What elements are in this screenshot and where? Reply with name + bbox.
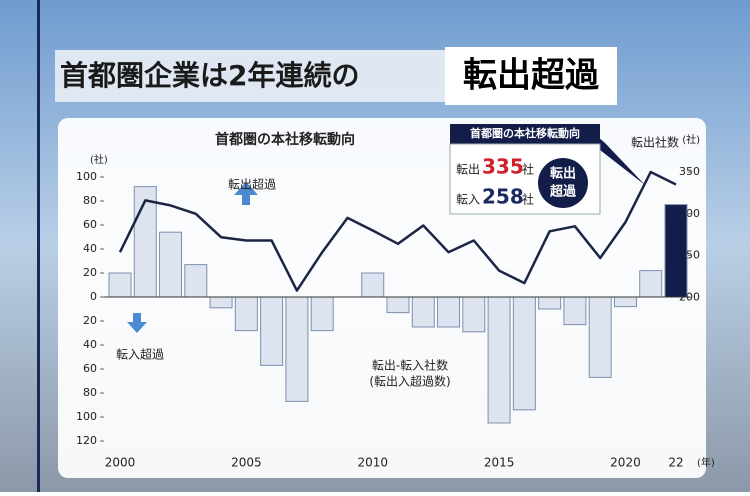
title: 首都圏企業は2年連続の xyxy=(60,59,359,92)
y-tick-label: 80 xyxy=(83,194,97,207)
y-tick-label: 100 xyxy=(76,170,97,183)
title-highlight-box xyxy=(445,47,617,105)
y-tick-label: 120 xyxy=(76,434,97,447)
y-tick-label: 60 xyxy=(83,218,97,231)
y-tick-label: 20 xyxy=(83,314,97,327)
x-tick-label: 2010 xyxy=(357,456,388,470)
bar xyxy=(386,296,410,314)
bar xyxy=(260,296,284,366)
x-tick-label: 2015 xyxy=(484,456,515,470)
bar xyxy=(563,296,587,326)
inset-badge-text: 超過 xyxy=(550,184,577,200)
title-band xyxy=(55,50,445,102)
bar xyxy=(310,296,334,332)
bar-series-name: 転出-転入社数 xyxy=(372,358,448,373)
y-unit: (社) xyxy=(90,153,108,166)
bar xyxy=(588,296,612,378)
inset-out-value: 335 xyxy=(482,155,524,179)
inset-pointer xyxy=(590,130,645,185)
bar xyxy=(411,296,435,328)
line xyxy=(118,170,677,292)
y-tick-label: 0 xyxy=(90,290,97,303)
x-unit: (年) xyxy=(697,456,715,469)
down-arrow xyxy=(127,313,147,333)
bar xyxy=(361,272,385,298)
inset-badge-text: 転出 xyxy=(550,166,576,182)
bar xyxy=(234,296,258,332)
inset-in-label: 転入 xyxy=(456,193,480,207)
title-highlight: 転出超過 xyxy=(463,56,600,96)
bar xyxy=(512,296,536,411)
bar xyxy=(462,296,486,333)
bar xyxy=(285,296,309,402)
inset-title: 首都圏の本社移転動向 xyxy=(470,126,580,140)
x-tick-label: 2020 xyxy=(610,456,641,470)
inset-badge xyxy=(538,158,588,208)
y-tick-label: 60 xyxy=(83,362,97,375)
bar xyxy=(108,272,132,298)
y-tick-label: 40 xyxy=(83,242,97,255)
y-tick-label: 40 xyxy=(83,338,97,351)
inset-unit: 社 xyxy=(522,162,534,177)
y-tick-label: 20 xyxy=(83,266,97,279)
bar xyxy=(613,296,637,308)
y-tick-label: 80 xyxy=(83,386,97,399)
bar xyxy=(184,264,208,298)
y2-unit: (社) xyxy=(682,133,700,146)
bar xyxy=(538,296,562,310)
up-arrow xyxy=(224,182,258,205)
x-tick-label: 2005 xyxy=(231,456,262,470)
chart-title: 首都圏の本社移転動向 xyxy=(215,131,355,148)
annotation-up: 転出超過 xyxy=(228,177,276,192)
bar xyxy=(159,231,183,298)
inset-out-label: 転出 xyxy=(456,163,480,177)
x-tick-label: 22 xyxy=(668,456,683,470)
bar xyxy=(639,270,663,298)
bar xyxy=(487,296,511,424)
annotation-down: 転入超過 xyxy=(116,347,164,362)
side-rule xyxy=(37,0,40,492)
y-tick-label: 100 xyxy=(76,410,97,423)
inset-in-value: 258 xyxy=(482,185,524,209)
line-series-name: 転出社数 xyxy=(631,135,679,150)
bar-series-note: (転出入超過数) xyxy=(369,374,450,389)
inset: 首都圏の本社移転動向 転出 335 社 転入 258 社 転出 超過 xyxy=(449,124,645,215)
bar xyxy=(209,296,233,309)
bar xyxy=(664,204,688,298)
inset-header xyxy=(450,124,600,144)
bar xyxy=(437,296,461,328)
inset-unit: 社 xyxy=(522,192,534,207)
x-tick-label: 2000 xyxy=(105,456,136,470)
